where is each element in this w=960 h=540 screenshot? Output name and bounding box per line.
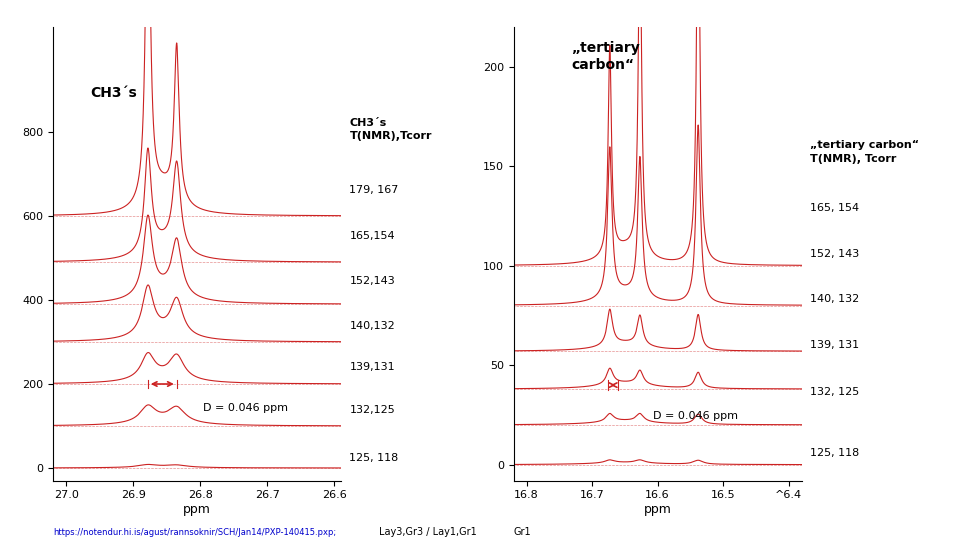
Text: 132,125: 132,125 bbox=[349, 406, 396, 415]
Text: D = 0.046 ppm: D = 0.046 ppm bbox=[204, 403, 289, 413]
Text: 125, 118: 125, 118 bbox=[349, 453, 398, 463]
Text: Gr1: Gr1 bbox=[514, 527, 531, 537]
Text: 152, 143: 152, 143 bbox=[810, 249, 859, 259]
Text: 132, 125: 132, 125 bbox=[810, 387, 859, 397]
Text: 139, 131: 139, 131 bbox=[810, 340, 859, 349]
Text: 139,131: 139,131 bbox=[349, 362, 396, 372]
Text: D = 0.046 ppm: D = 0.046 ppm bbox=[653, 411, 738, 421]
X-axis label: ppm: ppm bbox=[643, 503, 672, 516]
Text: 140,132: 140,132 bbox=[349, 321, 396, 332]
Text: „tertiary carbon“
T(NMR), Tcorr: „tertiary carbon“ T(NMR), Tcorr bbox=[810, 140, 920, 164]
X-axis label: ppm: ppm bbox=[182, 503, 211, 516]
Text: CH3´s: CH3´s bbox=[90, 86, 137, 100]
Text: „tertiary
carbon“: „tertiary carbon“ bbox=[571, 40, 640, 72]
Text: 125, 118: 125, 118 bbox=[810, 448, 859, 458]
Text: 152,143: 152,143 bbox=[349, 276, 396, 286]
Text: 179, 167: 179, 167 bbox=[349, 185, 398, 195]
Text: 165, 154: 165, 154 bbox=[810, 204, 859, 213]
Text: 165,154: 165,154 bbox=[349, 231, 396, 241]
Text: 140, 132: 140, 132 bbox=[810, 294, 859, 304]
Text: CH3´s
T(NMR),Tcorr: CH3´s T(NMR),Tcorr bbox=[349, 118, 432, 141]
Text: https://notendur.hi.is/agust/rannsoknir/SCH/Jan14/PXP-140415.pxp;: https://notendur.hi.is/agust/rannsoknir/… bbox=[53, 528, 336, 537]
Text: Lay3,Gr3 / Lay1,Gr1: Lay3,Gr3 / Lay1,Gr1 bbox=[379, 527, 477, 537]
